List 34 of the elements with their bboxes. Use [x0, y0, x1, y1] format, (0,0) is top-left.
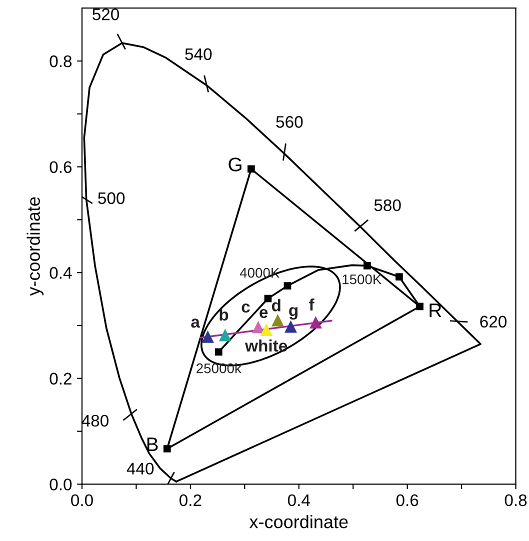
annotation: 540 — [185, 48, 212, 60]
annotation: R — [430, 304, 442, 318]
y-tick-label: 0.8 — [50, 55, 72, 68]
annotation: 440 — [126, 462, 154, 475]
annotation: 620 — [480, 316, 507, 328]
annotation: 4000K — [240, 268, 280, 278]
series-label: e — [260, 308, 268, 318]
x-tick-label: 0.4 — [288, 494, 310, 506]
y-tick-label: 0.2 — [50, 372, 72, 385]
series-label: d — [272, 299, 280, 312]
x-tick-label: 0.8 — [504, 494, 527, 506]
annotation: 580 — [374, 199, 401, 212]
series-label: f — [309, 298, 314, 311]
annotation: 520 — [92, 8, 120, 20]
annotation: 500 — [98, 192, 125, 204]
annotation: G — [228, 158, 242, 172]
y-axis-title: y-coordinate — [26, 197, 44, 296]
series-label: a — [191, 318, 200, 328]
annotation: 560 — [276, 116, 303, 128]
annotation: 25000k — [196, 363, 242, 374]
x-tick-label: 0.6 — [396, 494, 418, 506]
annotation: B — [147, 438, 158, 452]
y-tick-label: 0.4 — [50, 267, 72, 279]
y-tick-label: 0.0 — [50, 478, 72, 490]
x-tick-label: 0.0 — [71, 494, 93, 506]
x-tick-label: 0.2 — [180, 494, 202, 506]
series-label: c — [242, 304, 250, 313]
annotation: white — [245, 339, 288, 352]
y-tick-label: 0.6 — [50, 161, 72, 174]
annotation: 1500K — [342, 274, 382, 284]
annotation: 480 — [82, 414, 108, 427]
x-axis-title: x-coordinate — [249, 515, 348, 528]
series-label: g — [289, 307, 298, 320]
series-label: b — [220, 308, 228, 321]
